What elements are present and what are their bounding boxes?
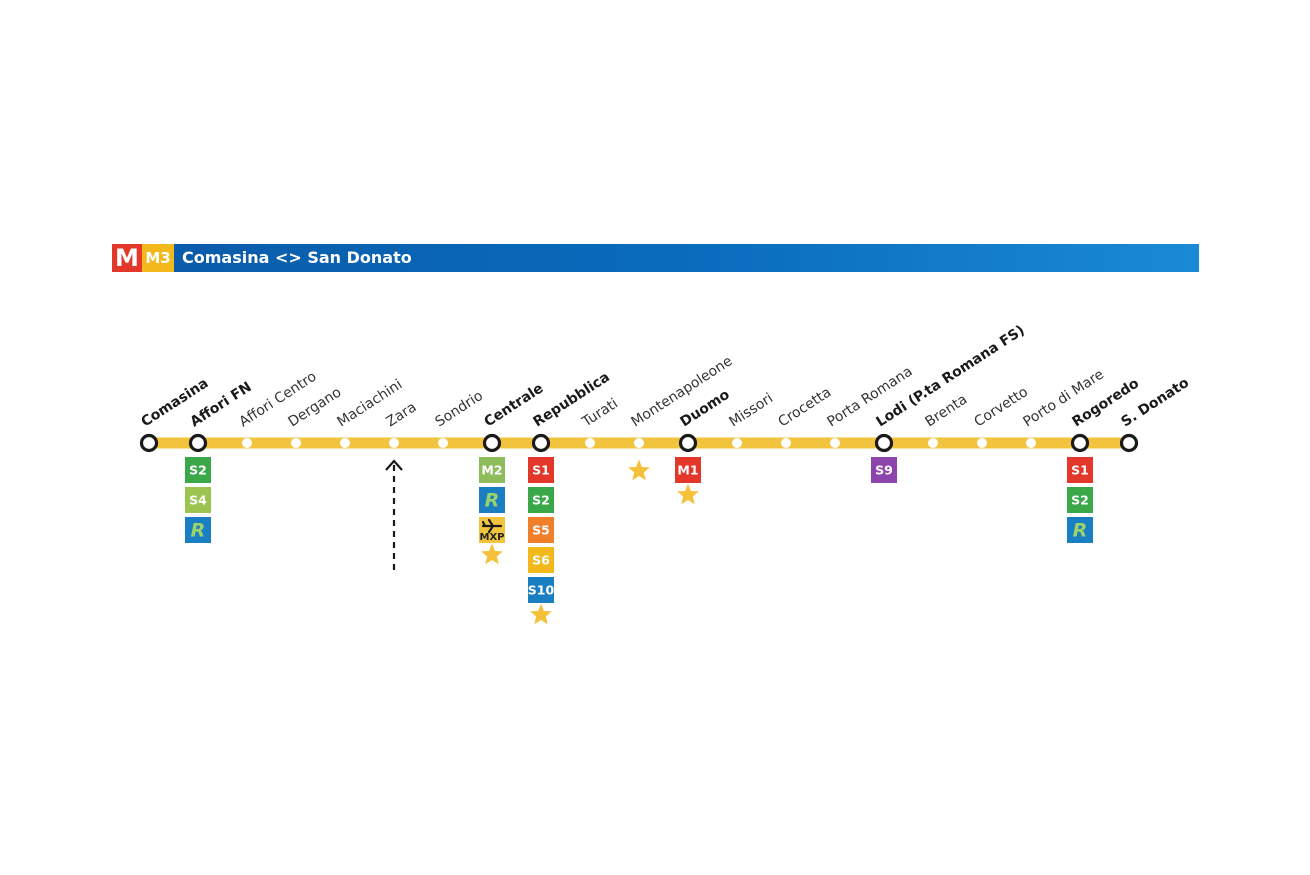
connection-repubblica-s6: S6: [528, 547, 554, 573]
regional-train-icon: R: [485, 490, 500, 512]
connection-label: M2: [481, 463, 502, 478]
connection-box: [528, 517, 554, 543]
station-label-corvetto: Corvetto: [971, 384, 1030, 430]
connection-label: S2: [189, 463, 207, 478]
connection-box: [1067, 517, 1093, 543]
station-dot-corvetto: [977, 438, 987, 448]
station-dot-maciachini: [340, 438, 350, 448]
connection-repubblica-s2: S2: [528, 487, 554, 513]
regional-train-icon: R: [191, 520, 206, 542]
connection-box: [185, 517, 211, 543]
connection-rogoredo-r: R: [1067, 517, 1093, 543]
station-label-missori: Missori: [726, 390, 776, 430]
station-label-porta-romana: Porta Romana: [824, 363, 915, 430]
connection-rogoredo-s2: S2: [1067, 487, 1093, 513]
connection-centrale-mxp: MXP: [479, 517, 505, 543]
connection-repubblica-s5: S5: [528, 517, 554, 543]
connection-box: [1067, 487, 1093, 513]
station-label-crocetta: Crocetta: [775, 384, 834, 430]
connection-affori-fn-r: R: [185, 517, 211, 543]
station-label-sondrio: Sondrio: [432, 388, 486, 431]
connection-label: S9: [875, 463, 893, 478]
connection-centrale-r: R: [479, 487, 505, 513]
station-label-zara: Zara: [383, 399, 419, 430]
connection-affori-fn-s4: S4: [185, 487, 211, 513]
connection-lodi-p-ta-romana-fs-s9: S9: [871, 457, 897, 483]
pointer-arrow-icon: [385, 459, 403, 570]
station-label-porto-di-mare: Porto di Mare: [1020, 366, 1106, 430]
line-banner: M M3 Comasina <> San Donato: [112, 244, 1199, 272]
connection-box: [528, 547, 554, 573]
regional-train-icon: R: [1073, 520, 1088, 542]
connection-label: MXP: [480, 532, 505, 543]
airplane-icon: [481, 518, 503, 534]
station-dot-crocetta: [781, 438, 791, 448]
station-dot-brenta: [928, 438, 938, 448]
connection-box: [185, 487, 211, 513]
connection-label: S2: [532, 493, 550, 508]
connection-box: [1067, 457, 1093, 483]
station-ring-comasina: [139, 433, 159, 453]
station-dot-affori-centro: [242, 438, 252, 448]
connection-repubblica-s1: S1: [528, 457, 554, 483]
station-dot-sondrio: [438, 438, 448, 448]
connection-box: [479, 487, 505, 513]
station-dot-dergano: [291, 438, 301, 448]
route-title: Comasina <> San Donato: [182, 248, 412, 267]
line-badge-m3: M3: [142, 244, 174, 272]
connection-affori-fn-s2: S2: [185, 457, 211, 483]
station-ring-lodi-p-ta-romana-fs: [874, 433, 894, 453]
connection-label: S1: [532, 463, 550, 478]
connection-duomo-m1: M1: [675, 457, 701, 483]
connection-box: [185, 457, 211, 483]
connection-box: [528, 487, 554, 513]
metro-logo: M: [112, 244, 142, 272]
connection-box: [871, 457, 897, 483]
connection-box: [528, 457, 554, 483]
station-dot-missori: [732, 438, 742, 448]
star-icon: [530, 603, 552, 625]
connection-centrale-m2: M2: [479, 457, 505, 483]
connection-repubblica-s10: S10: [528, 577, 555, 603]
station-dot-porto-di-mare: [1026, 438, 1036, 448]
station-dot-zara: [389, 438, 399, 448]
station-dot-porta-romana: [830, 438, 840, 448]
station-ring-repubblica: [531, 433, 551, 453]
star-icon: [481, 543, 503, 565]
connection-box: [675, 457, 701, 483]
connection-label: S4: [189, 493, 207, 508]
connection-rogoredo-s1: S1: [1067, 457, 1093, 483]
station-ring-centrale: [482, 433, 502, 453]
connection-label: S6: [532, 553, 550, 568]
station-ring-rogoredo: [1070, 433, 1090, 453]
station-ring-duomo: [678, 433, 698, 453]
connection-label: S1: [1071, 463, 1089, 478]
connection-box: [528, 577, 554, 603]
connection-label: S10: [528, 583, 555, 598]
connection-label: S2: [1071, 493, 1089, 508]
station-ring-s-donato: [1119, 433, 1139, 453]
station-dot-turati: [585, 438, 595, 448]
connection-box: [479, 457, 505, 483]
star-icon: [677, 483, 699, 505]
station-ring-affori-fn: [188, 433, 208, 453]
star-icon: [628, 459, 650, 481]
connection-label: S5: [532, 523, 550, 538]
station-label-turati: Turati: [579, 396, 621, 431]
station-dot-montenapoleone: [634, 438, 644, 448]
connection-label: M1: [677, 463, 698, 478]
